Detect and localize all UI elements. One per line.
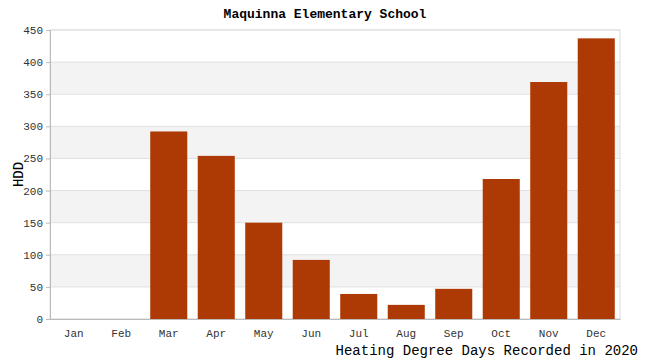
y-tick: 250 bbox=[23, 153, 50, 165]
x-tick: Nov bbox=[539, 319, 559, 340]
y-tick-label: 350 bbox=[23, 89, 43, 101]
x-tick-label: Feb bbox=[111, 328, 131, 340]
x-tick-label: Aug bbox=[396, 328, 416, 340]
x-tick-label: Jan bbox=[64, 328, 84, 340]
plot: 0 50 100 150 200 250 300 350 400 450 Jan Feb Mar Apr M… bbox=[23, 25, 620, 340]
y-tick: 150 bbox=[23, 218, 50, 230]
bar bbox=[150, 131, 187, 319]
bar bbox=[103, 319, 140, 320]
x-tick: Jun bbox=[301, 319, 321, 340]
y-tick-label: 400 bbox=[23, 57, 43, 69]
bar bbox=[435, 289, 472, 319]
y-tick-mark bbox=[46, 62, 50, 63]
y-tick-label: 0 bbox=[36, 314, 43, 326]
y-tick-label: 50 bbox=[30, 282, 43, 294]
y-axis: 0 50 100 150 200 250 300 350 400 450 bbox=[23, 25, 50, 326]
y-tick-mark bbox=[46, 94, 50, 95]
y-tick-label: 150 bbox=[23, 218, 43, 230]
y-tick-mark bbox=[46, 319, 50, 320]
x-tick-label: May bbox=[254, 328, 274, 340]
x-tick-label: Jun bbox=[301, 328, 321, 340]
bars bbox=[150, 38, 615, 319]
x-tick-label: Sep bbox=[444, 328, 464, 340]
bar bbox=[245, 223, 282, 319]
y-tick-mark bbox=[46, 255, 50, 256]
x-tick: Oct bbox=[491, 319, 511, 340]
x-axis: Jan Feb Mar Apr May Jun Jul Aug Sep Oct Nov Dec bbox=[51, 319, 621, 340]
y-tick-mark bbox=[46, 126, 50, 127]
y-tick-label: 450 bbox=[23, 25, 43, 37]
x-tick-label: Dec bbox=[586, 328, 606, 340]
bar bbox=[388, 305, 425, 319]
grid-line bbox=[50, 62, 620, 63]
y-tick: 0 bbox=[36, 314, 50, 326]
x-axis-title: Heating Degree Days Recorded in 2020 bbox=[336, 343, 638, 359]
y-tick-mark bbox=[46, 287, 50, 288]
y-tick-label: 300 bbox=[23, 121, 43, 133]
bar bbox=[483, 179, 520, 319]
x-tick: May bbox=[254, 319, 274, 340]
x-tick: Feb bbox=[111, 319, 131, 340]
y-axis-line bbox=[46, 31, 51, 320]
x-tick: Apr bbox=[206, 319, 226, 340]
y-tick: 100 bbox=[23, 250, 50, 262]
grid bbox=[50, 30, 620, 319]
bar bbox=[198, 156, 235, 319]
x-tick: Aug bbox=[396, 319, 416, 340]
x-tick: Sep bbox=[444, 319, 464, 340]
x-tick-label: Oct bbox=[491, 328, 511, 340]
bar bbox=[293, 260, 330, 319]
plot-frame bbox=[50, 30, 620, 319]
x-tick: Jul bbox=[349, 319, 369, 340]
y-tick: 200 bbox=[23, 186, 50, 198]
y-tick-mark bbox=[46, 191, 50, 192]
chart: 0 50 100 150 200 250 300 350 400 450 Jan Feb Mar Apr M… bbox=[0, 0, 650, 360]
x-tick: Dec bbox=[586, 319, 606, 340]
y-tick: 400 bbox=[23, 57, 50, 69]
y-tick: 300 bbox=[23, 121, 50, 133]
y-tick-mark bbox=[46, 158, 50, 159]
x-tick-label: Mar bbox=[159, 328, 179, 340]
x-axis-line bbox=[51, 319, 621, 320]
bar bbox=[340, 294, 377, 319]
bar bbox=[530, 82, 567, 319]
y-axis-title: HDD bbox=[11, 162, 27, 187]
y-tick: 450 bbox=[23, 25, 50, 37]
x-tick: Jan bbox=[64, 319, 84, 340]
y-tick-mark bbox=[46, 223, 50, 224]
x-tick-label: Nov bbox=[539, 328, 559, 340]
x-tick-label: Apr bbox=[206, 328, 226, 340]
y-tick-mark bbox=[46, 30, 50, 31]
y-tick: 50 bbox=[30, 282, 50, 294]
bar bbox=[578, 38, 615, 319]
y-tick-label: 100 bbox=[23, 250, 43, 262]
bar bbox=[55, 319, 92, 320]
x-tick-label: Jul bbox=[349, 328, 369, 340]
x-tick: Mar bbox=[159, 319, 179, 340]
title: Maquinna Elementary School bbox=[224, 7, 427, 22]
y-tick: 350 bbox=[23, 89, 50, 101]
